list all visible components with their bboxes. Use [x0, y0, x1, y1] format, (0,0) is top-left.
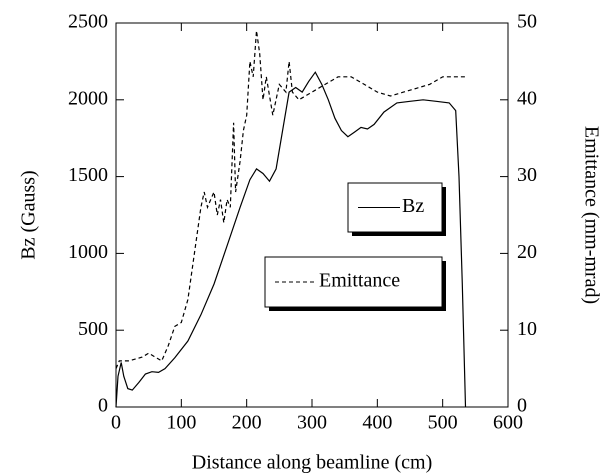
x-tick-label: 400	[362, 412, 392, 434]
data-line	[115, 71, 467, 408]
y2-tick-label: 50	[517, 11, 537, 33]
y2-tick-label: 20	[517, 241, 537, 263]
y2-tick-label: 40	[517, 87, 537, 109]
legend-label: Emittance	[319, 270, 400, 292]
x-tick-label: 100	[166, 412, 196, 434]
x-tick-label: 0	[111, 412, 121, 434]
y-tick-label: 0	[98, 395, 108, 417]
y2-tick-label: 10	[517, 318, 537, 340]
y-tick-label: 500	[78, 318, 108, 340]
y2-axis-label: Emittance (mm-mrad)	[580, 126, 602, 304]
y-tick-label: 1500	[68, 164, 108, 186]
x-tick-label: 200	[232, 412, 262, 434]
plot-frame	[115, 22, 509, 408]
y-tick-label: 2500	[68, 11, 108, 33]
y2-tick-label: 0	[517, 395, 527, 417]
x-tick-label: 500	[428, 412, 458, 434]
y-tick-label: 2000	[68, 87, 108, 109]
y-tick-label: 1000	[68, 241, 108, 263]
data-line	[115, 30, 466, 369]
x-axis-label: Distance along beamline (cm)	[192, 452, 432, 474]
x-tick-label: 300	[297, 412, 327, 434]
legend-label: Bz	[402, 195, 424, 217]
legend-box	[264, 256, 443, 308]
x-tick-label: 600	[493, 412, 523, 434]
y-axis-label: Bz (Gauss)	[18, 170, 40, 259]
y2-tick-label: 30	[517, 164, 537, 186]
